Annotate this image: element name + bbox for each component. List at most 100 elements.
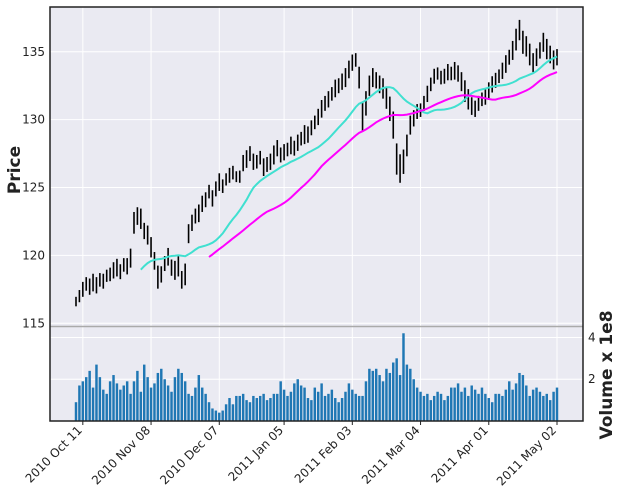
volume-bar bbox=[548, 400, 552, 421]
volume-bar bbox=[402, 333, 405, 421]
ohlc-bars bbox=[75, 19, 558, 307]
volume-bar bbox=[122, 385, 125, 421]
volume-bar bbox=[323, 395, 327, 421]
volume-bar bbox=[426, 393, 429, 421]
volume-bar bbox=[487, 398, 491, 421]
x-axis-ticks: 2010 Oct 11 2010 Nov 08 2010 Dec 07 2011 Ja… bbox=[23, 421, 559, 487]
price-axis-ticks: 115 120 125 130 135 bbox=[22, 45, 45, 330]
volume-bar bbox=[272, 393, 276, 421]
volume-bar bbox=[163, 379, 166, 421]
volume-bar bbox=[282, 389, 286, 421]
volume-bar bbox=[142, 364, 146, 421]
volume-bar bbox=[490, 402, 494, 421]
volume-bar bbox=[248, 402, 252, 421]
volume-bar bbox=[156, 372, 160, 421]
volume-bar bbox=[364, 381, 368, 421]
volume-bar bbox=[555, 387, 559, 421]
volume-bar bbox=[310, 400, 313, 421]
moving-average-40-line bbox=[208, 71, 558, 258]
volume-bar bbox=[221, 410, 224, 421]
volume-bar bbox=[286, 395, 289, 421]
x-tick-label: 2011 May 02 bbox=[494, 423, 559, 487]
volume-bar bbox=[183, 381, 187, 421]
x-tick-label: 2010 Oct 11 bbox=[23, 423, 85, 485]
x-tick-label: 2010 Dec 07 bbox=[157, 423, 221, 487]
volume-bar bbox=[211, 408, 214, 421]
volume-bar bbox=[269, 398, 272, 421]
volume-axis-label: Volume x 1e8 bbox=[597, 310, 617, 439]
x-tick-label: 2010 Nov 08 bbox=[89, 423, 153, 487]
volume-bar bbox=[119, 389, 122, 421]
volume-bar bbox=[108, 381, 112, 421]
volume-bar bbox=[231, 404, 235, 421]
volume-bar bbox=[207, 402, 211, 421]
volume-bar bbox=[388, 372, 392, 421]
price-tick-label: 130 bbox=[22, 113, 45, 127]
price-tick-label: 115 bbox=[22, 316, 45, 330]
price-tick-label: 125 bbox=[22, 181, 45, 195]
volume-bar bbox=[436, 391, 439, 421]
volume-bar bbox=[501, 395, 504, 421]
volume-bar bbox=[255, 398, 259, 421]
volume-bar bbox=[139, 391, 143, 421]
volume-bar bbox=[313, 387, 317, 421]
volume-bar bbox=[381, 381, 385, 421]
volume-bar bbox=[316, 391, 320, 421]
volume-bar bbox=[276, 393, 279, 421]
volume-bar bbox=[511, 389, 514, 421]
volume-bar bbox=[293, 383, 296, 421]
volume-bar bbox=[473, 389, 477, 421]
volume-bar bbox=[429, 400, 433, 421]
volume-bar bbox=[361, 395, 364, 421]
volume-bar bbox=[419, 391, 422, 421]
price-tick-label: 120 bbox=[22, 248, 45, 262]
volume-bar bbox=[252, 395, 255, 421]
volume-bar bbox=[405, 364, 409, 421]
volume-bar bbox=[88, 370, 91, 421]
volume-bar bbox=[115, 383, 119, 421]
volume-bar bbox=[351, 389, 354, 421]
volume-bar bbox=[153, 383, 156, 421]
volume-bar bbox=[542, 395, 545, 421]
volume-bar bbox=[504, 389, 508, 421]
volume-bar bbox=[74, 402, 78, 421]
volume-bars bbox=[74, 333, 559, 421]
volume-bar bbox=[173, 377, 177, 421]
x-tick-label: 2011 Feb 03 bbox=[292, 423, 355, 486]
volume-bar bbox=[374, 368, 378, 421]
volume-bar bbox=[357, 395, 361, 421]
volume-bar bbox=[385, 368, 388, 421]
volume-bar bbox=[392, 362, 395, 421]
volume-bar bbox=[422, 395, 426, 421]
volume-bar bbox=[340, 398, 344, 421]
volume-bar bbox=[125, 381, 129, 421]
volume-bar bbox=[398, 375, 402, 421]
volume-bar bbox=[518, 372, 521, 421]
volume-bar bbox=[204, 393, 207, 421]
volume-bar bbox=[146, 377, 149, 421]
volume-bar bbox=[160, 368, 163, 421]
volume-bar bbox=[415, 387, 419, 421]
volume-bar bbox=[508, 381, 511, 421]
price-axis-label: Price bbox=[5, 146, 25, 194]
volume-bar bbox=[132, 381, 136, 421]
volume-bar bbox=[368, 368, 371, 421]
volume-bar bbox=[538, 391, 542, 421]
volume-bar bbox=[378, 375, 381, 421]
volume-bar bbox=[484, 393, 487, 421]
volume-bar bbox=[480, 387, 484, 421]
volume-bar bbox=[494, 393, 497, 421]
volume-bar bbox=[197, 375, 201, 421]
volume-bar bbox=[535, 387, 538, 421]
volume-bar bbox=[228, 398, 231, 421]
volume-bar bbox=[129, 393, 132, 421]
volume-bar bbox=[446, 395, 450, 421]
volume-bar bbox=[470, 385, 473, 421]
volume-bar bbox=[180, 372, 183, 421]
volume-bar bbox=[299, 385, 303, 421]
volume-bar bbox=[456, 383, 460, 421]
volume-bar bbox=[354, 393, 357, 421]
volume-bar bbox=[467, 395, 470, 421]
volume-bar bbox=[170, 391, 173, 421]
volume-bar bbox=[525, 385, 528, 421]
